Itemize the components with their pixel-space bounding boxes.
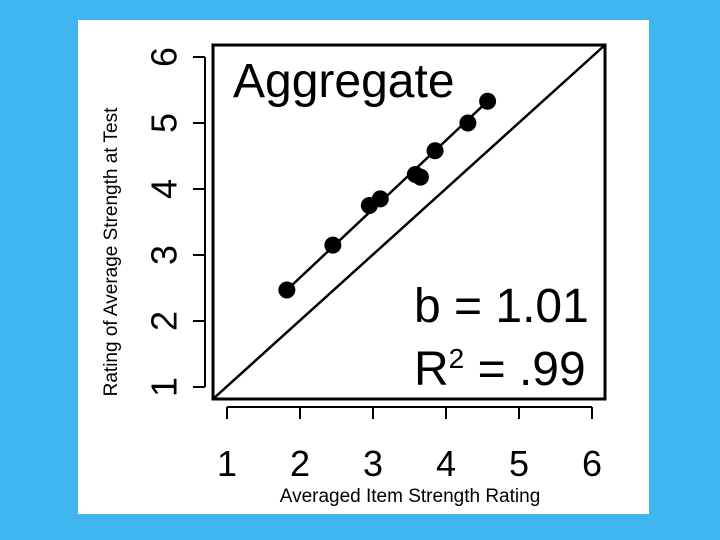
r-squared-annotation: R2 = .99 xyxy=(414,343,586,396)
y-tick-label: 5 xyxy=(144,113,185,133)
y-tick-label: 6 xyxy=(144,47,185,67)
y-tick-label: 1 xyxy=(144,377,185,397)
data-point xyxy=(426,142,444,160)
data-point xyxy=(411,168,429,186)
data-point xyxy=(278,281,296,299)
x-tick-label: 6 xyxy=(582,443,602,484)
x-tick-label: 5 xyxy=(509,443,529,484)
data-point xyxy=(479,92,497,110)
y-axis-title: Rating of Average Strength at Test xyxy=(101,107,122,396)
y-tick-label: 3 xyxy=(144,245,185,265)
r-squared-suffix: = .99 xyxy=(464,343,585,396)
axes: 1 2 3 4 5 6 1 2 3 4 5 6 xyxy=(144,47,603,484)
y-tick-label: 4 xyxy=(144,179,185,199)
data-point xyxy=(371,190,389,208)
r-squared-prefix: R xyxy=(414,343,449,396)
data-point xyxy=(459,114,477,132)
x-tick-label: 2 xyxy=(290,443,310,484)
x-tick-label: 3 xyxy=(363,443,383,484)
slope-annotation: b = 1.01 xyxy=(414,280,589,333)
identity-line xyxy=(212,44,606,400)
x-axis-title: Averaged Item Strength Rating xyxy=(280,486,541,507)
r-squared-superscript: 2 xyxy=(449,343,465,374)
y-tick-label: 2 xyxy=(144,311,185,331)
plot-frame xyxy=(211,43,607,401)
plot-border xyxy=(211,43,607,401)
x-tick-label: 1 xyxy=(217,443,237,484)
data-points xyxy=(278,92,497,299)
x-tick-label: 4 xyxy=(436,443,456,484)
data-point xyxy=(324,236,342,254)
chart-title: Aggregate xyxy=(233,55,455,108)
